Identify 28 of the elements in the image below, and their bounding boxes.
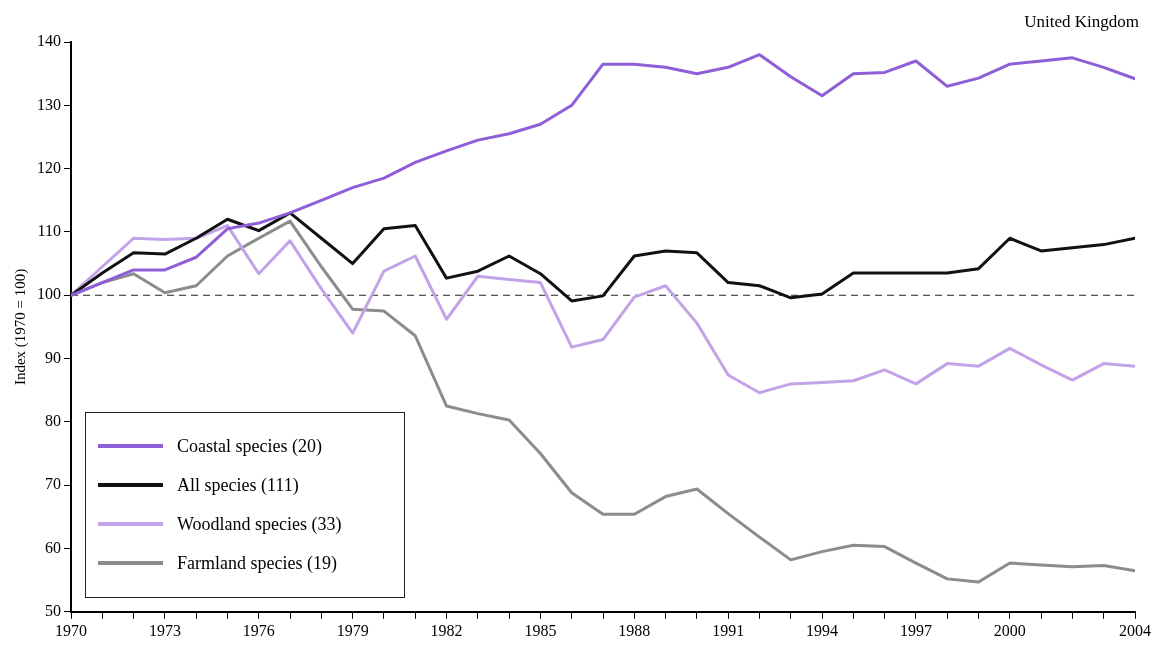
text: United Kingdom [1024, 12, 1139, 32]
x-tick-label: 1982 [430, 621, 463, 639]
legend-label: All species (111) [177, 474, 299, 496]
y-axis-title: Index (1970 = 100) [11, 268, 29, 386]
y-tick-label: 100 [37, 285, 61, 303]
x-tick-label: 1970 [55, 621, 87, 639]
x-tick-label: 2000 [993, 621, 1026, 639]
y-tick-label: 60 [45, 538, 61, 556]
x-tick-label: 1994 [806, 621, 839, 639]
y-tick-label: 110 [37, 222, 61, 240]
x-tick-label: 1997 [899, 621, 932, 639]
x-tick-label: 1973 [148, 621, 181, 639]
x-tick-label: 1985 [524, 621, 557, 639]
x-tick-label: 2004 [1119, 621, 1151, 639]
y-tick-label: 50 [45, 602, 61, 619]
y-tick-label: 140 [37, 32, 61, 50]
y-tick-label: 130 [37, 95, 61, 113]
legend-label: Coastal species (20) [177, 435, 322, 457]
y-tick-label: 80 [45, 412, 61, 430]
x-tick-label: 1991 [712, 621, 745, 639]
y-tick-label: 70 [45, 475, 61, 493]
legend-label: Woodland species (33) [177, 513, 342, 535]
x-tick-label: 1976 [242, 621, 275, 639]
x-tick-label: 1979 [336, 621, 369, 639]
legend-label: Farmland species (19) [177, 552, 337, 574]
y-tick-label: 120 [37, 158, 61, 176]
x-tick-label: 1988 [618, 621, 651, 639]
y-tick-label: 90 [45, 348, 61, 366]
